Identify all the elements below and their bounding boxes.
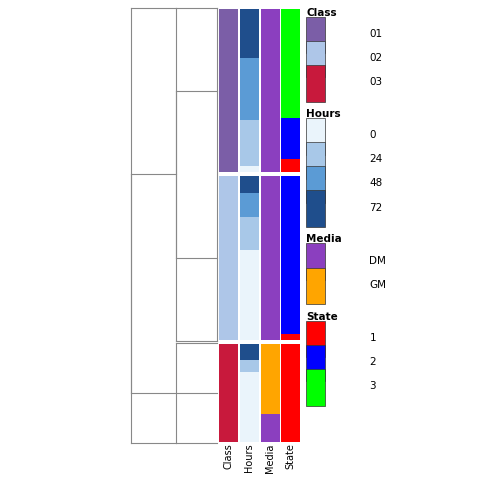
Bar xyxy=(306,243,326,280)
Text: 02: 02 xyxy=(369,53,383,63)
Text: GM: GM xyxy=(369,280,387,290)
Bar xyxy=(306,65,326,101)
Bar xyxy=(306,369,326,406)
Text: Hours: Hours xyxy=(306,109,341,119)
Text: DM: DM xyxy=(369,256,386,266)
Text: 72: 72 xyxy=(369,203,383,213)
Bar xyxy=(306,166,326,203)
Text: 01: 01 xyxy=(369,29,383,39)
Bar xyxy=(306,142,326,179)
Text: 1: 1 xyxy=(369,333,376,343)
Text: Hours: Hours xyxy=(244,444,255,472)
Text: 24: 24 xyxy=(369,154,383,164)
Text: 2: 2 xyxy=(369,357,376,367)
Bar xyxy=(306,191,326,227)
Text: 48: 48 xyxy=(369,178,383,188)
Text: Class: Class xyxy=(306,8,337,18)
Text: Media: Media xyxy=(306,234,342,244)
Bar xyxy=(306,345,326,382)
Text: 03: 03 xyxy=(369,77,383,87)
Text: 3: 3 xyxy=(369,381,376,391)
Text: Class: Class xyxy=(224,444,234,469)
Text: State: State xyxy=(306,311,338,322)
Bar xyxy=(306,41,326,78)
Text: 0: 0 xyxy=(369,130,376,140)
Bar xyxy=(306,321,326,357)
Bar xyxy=(306,268,326,304)
Bar xyxy=(306,17,326,53)
Text: State: State xyxy=(286,444,296,469)
Text: Media: Media xyxy=(265,444,275,473)
Bar xyxy=(306,118,326,155)
